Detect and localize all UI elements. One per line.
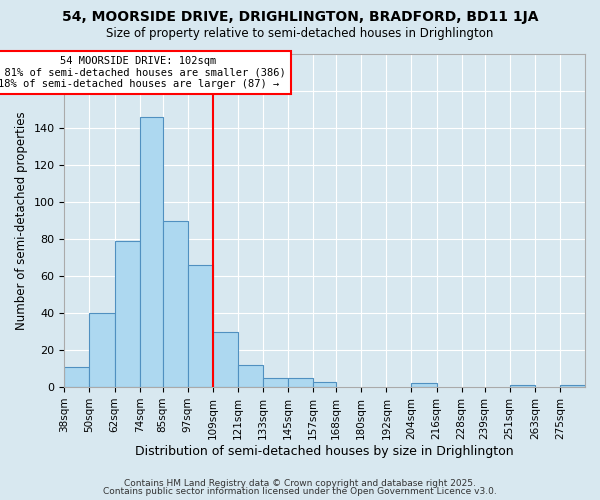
Bar — [238, 365, 263, 387]
Bar — [313, 382, 336, 387]
Bar — [163, 220, 188, 387]
Text: Size of property relative to semi-detached houses in Drighlington: Size of property relative to semi-detach… — [106, 28, 494, 40]
Bar — [560, 385, 585, 387]
Text: 54, MOORSIDE DRIVE, DRIGHLINGTON, BRADFORD, BD11 1JA: 54, MOORSIDE DRIVE, DRIGHLINGTON, BRADFO… — [62, 10, 538, 24]
Bar — [213, 332, 238, 387]
Text: 54 MOORSIDE DRIVE: 102sqm
← 81% of semi-detached houses are smaller (386)
18% of: 54 MOORSIDE DRIVE: 102sqm ← 81% of semi-… — [0, 56, 286, 89]
Bar — [188, 265, 213, 387]
Text: Contains HM Land Registry data © Crown copyright and database right 2025.: Contains HM Land Registry data © Crown c… — [124, 478, 476, 488]
Bar — [140, 117, 163, 387]
Bar — [263, 378, 288, 387]
Text: Contains public sector information licensed under the Open Government Licence v3: Contains public sector information licen… — [103, 487, 497, 496]
Bar — [288, 378, 313, 387]
Bar — [64, 366, 89, 387]
Bar — [510, 385, 535, 387]
Bar — [412, 384, 437, 387]
Bar — [115, 241, 140, 387]
X-axis label: Distribution of semi-detached houses by size in Drighlington: Distribution of semi-detached houses by … — [136, 444, 514, 458]
Y-axis label: Number of semi-detached properties: Number of semi-detached properties — [15, 111, 28, 330]
Bar — [89, 313, 115, 387]
